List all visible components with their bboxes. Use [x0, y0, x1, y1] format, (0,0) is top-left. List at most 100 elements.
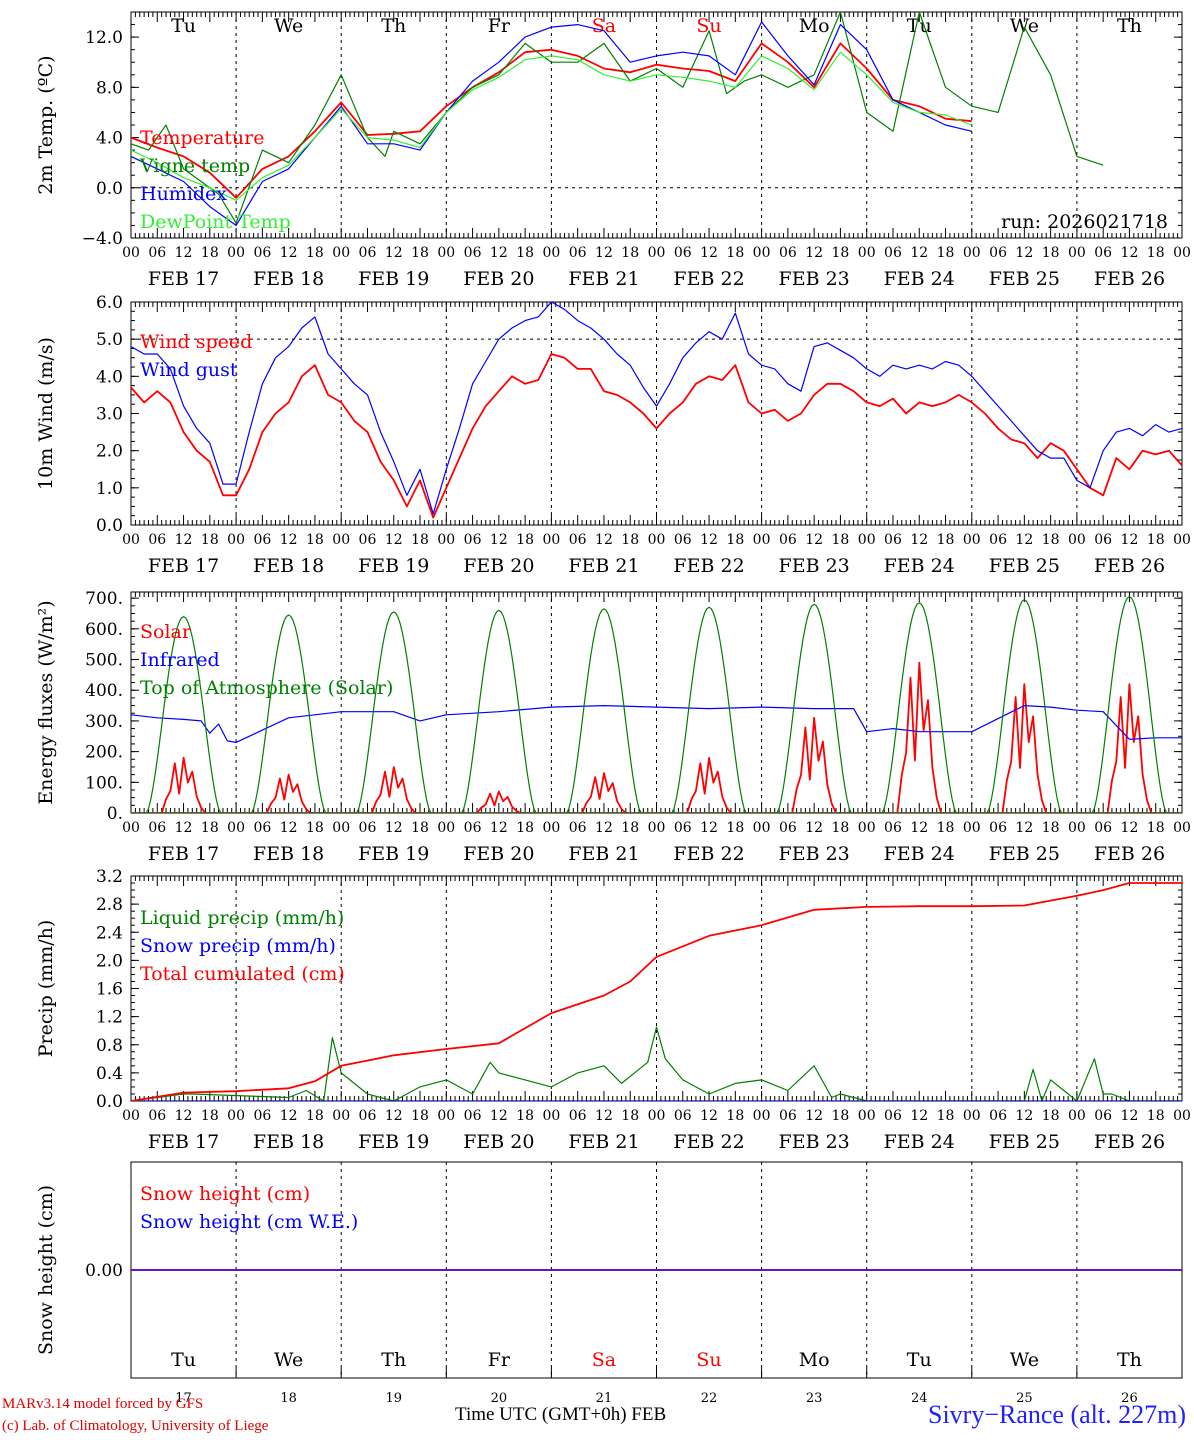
hour-tick-label: 12 [280, 1108, 298, 1124]
hour-tick-label: 00 [1173, 245, 1191, 261]
hour-tick-label: 00 [332, 1108, 350, 1124]
hour-tick-label: 00 [542, 532, 560, 548]
hour-tick-label: 06 [148, 532, 166, 548]
y-tick-label: 0. [107, 804, 123, 824]
day-label: FEB 25 [989, 1131, 1060, 1153]
hour-tick-label: 00 [1068, 820, 1086, 836]
y-tick-label: 3.2 [96, 867, 123, 887]
day-number-label: 26 [1121, 1391, 1138, 1406]
hour-tick-label: 00 [1068, 245, 1086, 261]
series-solar-day [686, 756, 736, 813]
hour-tick-label: 12 [385, 1108, 403, 1124]
y-tick-label: 600. [85, 620, 123, 640]
day-number-label: 19 [385, 1391, 402, 1406]
hour-tick-label: 12 [1015, 245, 1033, 261]
day-label: FEB 23 [779, 843, 850, 865]
hour-tick-label: 00 [963, 1108, 981, 1124]
hour-tick-label: 18 [201, 245, 219, 261]
series-top-of-atmosphere-solar--day [881, 602, 958, 813]
weekday-label: Sa [592, 1349, 616, 1371]
y-tick-label: 1.0 [96, 479, 123, 499]
series-group [131, 12, 1104, 226]
series-solar-day [476, 790, 526, 813]
weekday-label: Su [696, 1349, 721, 1371]
hour-tick-label: 00 [227, 532, 245, 548]
y-tick-label: 2.8 [96, 895, 123, 915]
hour-tick-label: 00 [122, 1108, 140, 1124]
hour-tick-label: 12 [385, 532, 403, 548]
y-axis-label: Snow height (cm) [35, 1185, 57, 1355]
series-solar-day [1001, 683, 1051, 813]
hour-tick-label: 00 [858, 820, 876, 836]
day-label: FEB 18 [253, 843, 324, 865]
day-number-label: 25 [1016, 1391, 1033, 1406]
panel-precip: 0.0 0.4 0.8 1.2 1.6 2.0 2.4 2.8 3.2 Precip (mm/h)… [35, 867, 1191, 1153]
day-label: FEB 21 [568, 843, 639, 865]
hour-tick-label: 18 [1147, 1108, 1165, 1124]
series-solar-day [265, 773, 315, 813]
day-label: FEB 23 [779, 1131, 850, 1153]
day-label: FEB 18 [253, 1131, 324, 1153]
hour-tick-label: 18 [726, 1108, 744, 1124]
series-solar-day [1106, 683, 1156, 813]
series-wind-gust [131, 302, 1182, 515]
day-label: FEB 24 [884, 555, 955, 577]
y-tick-label: 400. [85, 681, 123, 701]
hour-tick-label: 00 [542, 1108, 560, 1124]
legend-series-infrared: Infrared [140, 649, 220, 671]
y-tick-label: 3.0 [96, 405, 123, 425]
hour-tick-label: 18 [621, 1108, 639, 1124]
hour-tick-label: 00 [753, 1108, 771, 1124]
hour-tick-label: 18 [1147, 820, 1165, 836]
hour-tick-label: 12 [280, 532, 298, 548]
hour-tick-label: 12 [595, 245, 613, 261]
series-solar-day [371, 766, 420, 813]
day-label: FEB 20 [463, 268, 534, 290]
hour-tick-label: 00 [437, 245, 455, 261]
series-group [131, 882, 1182, 1101]
hour-tick-label: 00 [122, 820, 140, 836]
day-label: FEB 25 [989, 268, 1060, 290]
hour-tick-label: 06 [884, 245, 902, 261]
day-label: FEB 17 [148, 843, 219, 865]
weekday-label: We [1010, 15, 1039, 37]
panel-wind: 0.0 1.0 2.0 3.0 4.0 5.0 6.0 10m Wind (m/s) 00 06 1… [35, 293, 1191, 577]
hour-tick-label: 18 [411, 820, 429, 836]
day-label: FEB 21 [568, 555, 639, 577]
weekday-label: Sa [592, 15, 616, 37]
legend-series-snow-height-cm-w-e-: Snow height (cm W.E.) [140, 1211, 358, 1233]
hour-tick-label: 06 [148, 1108, 166, 1124]
panel-temp: −4.0 0.0 4.0 8.0 12.0 2m Temp. (ºC) Tu We Th Fr Sa… [35, 11, 1191, 290]
hour-tick-label: 00 [437, 532, 455, 548]
hour-tick-label: 12 [175, 1108, 193, 1124]
hour-tick-label: 06 [1094, 1108, 1112, 1124]
day-label: FEB 17 [148, 555, 219, 577]
hour-tick-label: 06 [989, 820, 1007, 836]
hour-tick-label: 06 [779, 532, 797, 548]
hour-tick-label: 12 [175, 820, 193, 836]
hour-tick-label: 18 [306, 820, 324, 836]
hour-tick-label: 12 [1121, 820, 1139, 836]
series-solar-day [581, 772, 631, 813]
hour-tick-label: 00 [963, 245, 981, 261]
legend-series-dewpoint-temp: DewPoint Temp [140, 211, 291, 233]
hour-tick-label: 06 [464, 532, 482, 548]
legend-series-temperature: Temperature [140, 127, 264, 149]
hour-tick-label: 00 [1068, 1108, 1086, 1124]
hour-tick-label: 18 [1042, 532, 1060, 548]
series-temperature [131, 42, 972, 199]
weekday-label: Mo [799, 15, 830, 37]
day-label: FEB 25 [989, 555, 1060, 577]
hour-tick-label: 06 [464, 245, 482, 261]
panel-energy: 0. 100. 200. 300. 400. 500. 600. 700. Energy flu… [35, 589, 1191, 865]
series-humidex [131, 21, 972, 226]
hour-tick-label: 12 [805, 820, 823, 836]
y-tick-label: 2.4 [96, 923, 123, 943]
legend-series-solar: Solar [140, 621, 192, 643]
day-label: FEB 21 [568, 1131, 639, 1153]
series-total-cumulated-cm- [131, 882, 1182, 1101]
day-label: FEB 22 [673, 843, 744, 865]
hour-tick-label: 06 [779, 245, 797, 261]
day-number-label: 24 [911, 1391, 928, 1406]
